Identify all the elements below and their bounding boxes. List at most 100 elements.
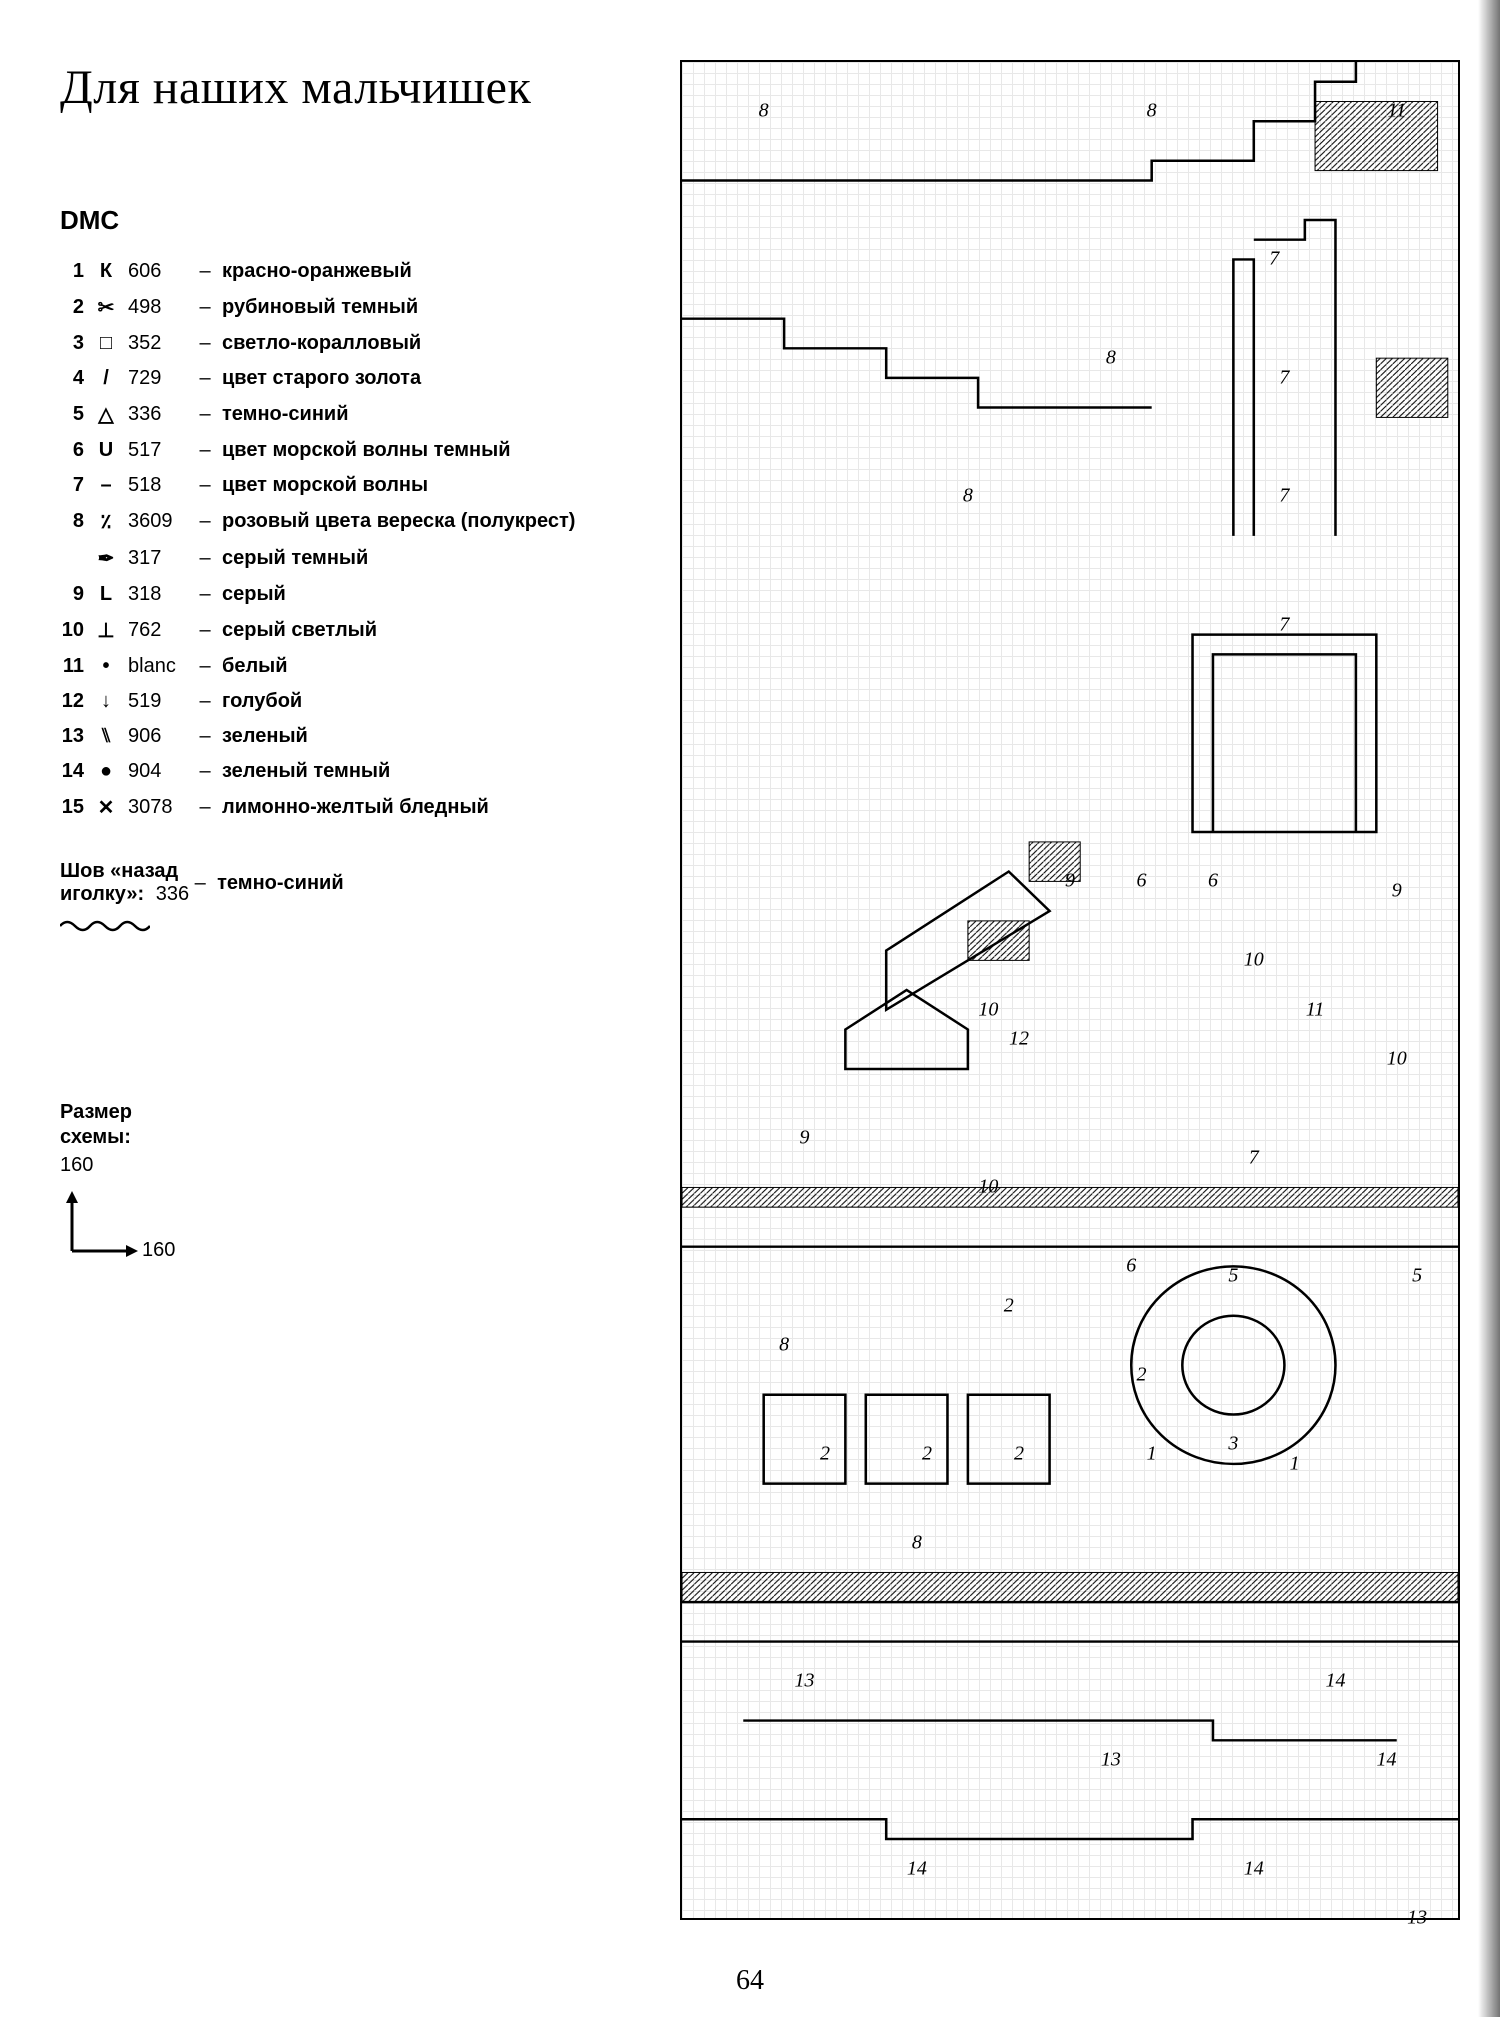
chart-region-number: 6 bbox=[1136, 870, 1146, 893]
chart-region-number: 11 bbox=[1306, 998, 1325, 1021]
chart-region-number: 8 bbox=[963, 485, 973, 508]
size-label-1: Размер bbox=[60, 1101, 132, 1123]
legend-row: 15✕3078–лимонно-желтый бледный bbox=[60, 789, 585, 826]
chart-region-number: 8 bbox=[1106, 347, 1116, 370]
legend-symbol: U bbox=[94, 433, 128, 468]
legend-name: розовый цвета вереска (полукрест) bbox=[222, 503, 585, 540]
legend-dash: – bbox=[198, 577, 222, 612]
legend-dash: – bbox=[198, 326, 222, 361]
legend-dash: – bbox=[198, 361, 222, 396]
legend-dash: – bbox=[198, 540, 222, 577]
backstitch-name: темно-синий bbox=[217, 854, 354, 912]
legend-index: 6 bbox=[60, 433, 94, 468]
legend-row: 2✂498–рубиновый темный bbox=[60, 289, 585, 326]
legend-name: зеленый bbox=[222, 719, 585, 754]
legend-symbol: □ bbox=[94, 326, 128, 361]
chart-region-number: 14 bbox=[1244, 1857, 1264, 1880]
chart-region-number: 3 bbox=[1228, 1433, 1238, 1456]
size-vertical: 160 bbox=[60, 1154, 650, 1177]
legend-row: 12↓519–голубой bbox=[60, 684, 585, 719]
legend-name: голубой bbox=[222, 684, 585, 719]
size-block: Размер схемы: 160 160 bbox=[60, 1100, 650, 1261]
legend-code: 729 bbox=[128, 361, 198, 396]
chart-region-number: 6 bbox=[1126, 1255, 1136, 1278]
legend-row: 14●904–зеленый темный bbox=[60, 754, 585, 789]
legend-symbol: L bbox=[94, 577, 128, 612]
legend-column: Для наших мальчишек DMC 1К606–красно-ора… bbox=[60, 60, 680, 1920]
legend-code: 517 bbox=[128, 433, 198, 468]
chart-region-number: 13 bbox=[1101, 1749, 1121, 1772]
legend-row: 4/729–цвет старого золота bbox=[60, 361, 585, 396]
legend-row: 11•blanc–белый bbox=[60, 649, 585, 684]
legend-code: 906 bbox=[128, 719, 198, 754]
page-number: 64 bbox=[736, 1965, 764, 1997]
chart-region-number: 5 bbox=[1228, 1265, 1238, 1288]
chart-region-number: 8 bbox=[912, 1531, 922, 1554]
legend-table: 1К606–красно-оранжевый2✂498–рубиновый те… bbox=[60, 254, 585, 826]
legend-symbol: / bbox=[94, 361, 128, 396]
legend-index: 12 bbox=[60, 684, 94, 719]
chart-region-number: 7 bbox=[1269, 248, 1279, 271]
chart-region-number: 6 bbox=[1208, 870, 1218, 893]
legend-index: 9 bbox=[60, 577, 94, 612]
chart-region-number: 13 bbox=[795, 1670, 815, 1693]
legend-code: blanc bbox=[128, 649, 198, 684]
legend-dash: – bbox=[198, 396, 222, 433]
legend-dash: – bbox=[198, 503, 222, 540]
legend-dash: – bbox=[198, 719, 222, 754]
chart-region-number: 14 bbox=[1325, 1670, 1345, 1693]
legend-symbol: ✂ bbox=[94, 289, 128, 326]
legend-code: 519 bbox=[128, 684, 198, 719]
page-root: Для наших мальчишек DMC 1К606–красно-ора… bbox=[0, 0, 1500, 1960]
chart-region-number: 1 bbox=[1147, 1443, 1157, 1466]
legend-symbol: • bbox=[94, 649, 128, 684]
legend-index: 7 bbox=[60, 468, 94, 503]
legend-index: 8 bbox=[60, 503, 94, 540]
legend-dash: – bbox=[198, 254, 222, 289]
legend-row: 13⑊906–зеленый bbox=[60, 719, 585, 754]
chart-region-number: 8 bbox=[779, 1334, 789, 1357]
legend-name: лимонно-желтый бледный bbox=[222, 789, 585, 826]
legend-code: 904 bbox=[128, 754, 198, 789]
legend-dash: – bbox=[198, 612, 222, 649]
legend-symbol: К bbox=[94, 254, 128, 289]
legend-name: цвет старого золота bbox=[222, 361, 585, 396]
legend-name: цвет морской волны bbox=[222, 468, 585, 503]
chart-region-number: 8 bbox=[1147, 100, 1157, 123]
legend-code: 762 bbox=[128, 612, 198, 649]
backstitch-label-2: иголку»: bbox=[60, 883, 144, 905]
legend-index: 5 bbox=[60, 396, 94, 433]
legend-index: 3 bbox=[60, 326, 94, 361]
legend-symbol: △ bbox=[94, 396, 128, 433]
legend-row: 9L318–серый bbox=[60, 577, 585, 612]
legend-dash: – bbox=[198, 433, 222, 468]
legend-dash: – bbox=[198, 649, 222, 684]
legend-name: цвет морской волны темный bbox=[222, 433, 585, 468]
chart-region-number: 10 bbox=[1244, 949, 1264, 972]
chart-region-number: 10 bbox=[978, 998, 998, 1021]
chart-region-number: 10 bbox=[978, 1176, 998, 1199]
legend-index: 11 bbox=[60, 649, 94, 684]
legend-symbol: ● bbox=[94, 754, 128, 789]
legend-dash: – bbox=[198, 468, 222, 503]
legend-index: 2 bbox=[60, 289, 94, 326]
legend-index: 1 bbox=[60, 254, 94, 289]
chart-region-number: 2 bbox=[820, 1443, 830, 1466]
legend-symbol: ✒ bbox=[94, 540, 128, 577]
wave-icon bbox=[60, 918, 150, 934]
chart-region-number: 5 bbox=[1412, 1265, 1422, 1288]
legend-row: 1К606–красно-оранжевый bbox=[60, 254, 585, 289]
chart-region-number: 2 bbox=[1004, 1294, 1014, 1317]
legend-dash: – bbox=[198, 684, 222, 719]
chart-region-number: 2 bbox=[1136, 1364, 1146, 1387]
legend-dash: – bbox=[198, 754, 222, 789]
legend-row: 10⊥762–серый светлый bbox=[60, 612, 585, 649]
chart-region-number: 7 bbox=[1249, 1146, 1259, 1169]
legend-code: 318 bbox=[128, 577, 198, 612]
legend-row: 7–518–цвет морской волны bbox=[60, 468, 585, 503]
backstitch-code: 336 bbox=[150, 883, 189, 905]
legend-index: 4 bbox=[60, 361, 94, 396]
chart-region-number: 9 bbox=[1392, 880, 1402, 903]
cross-stitch-chart: 8811877877966910101211107910265582222131… bbox=[680, 60, 1460, 1920]
legend-index: 13 bbox=[60, 719, 94, 754]
